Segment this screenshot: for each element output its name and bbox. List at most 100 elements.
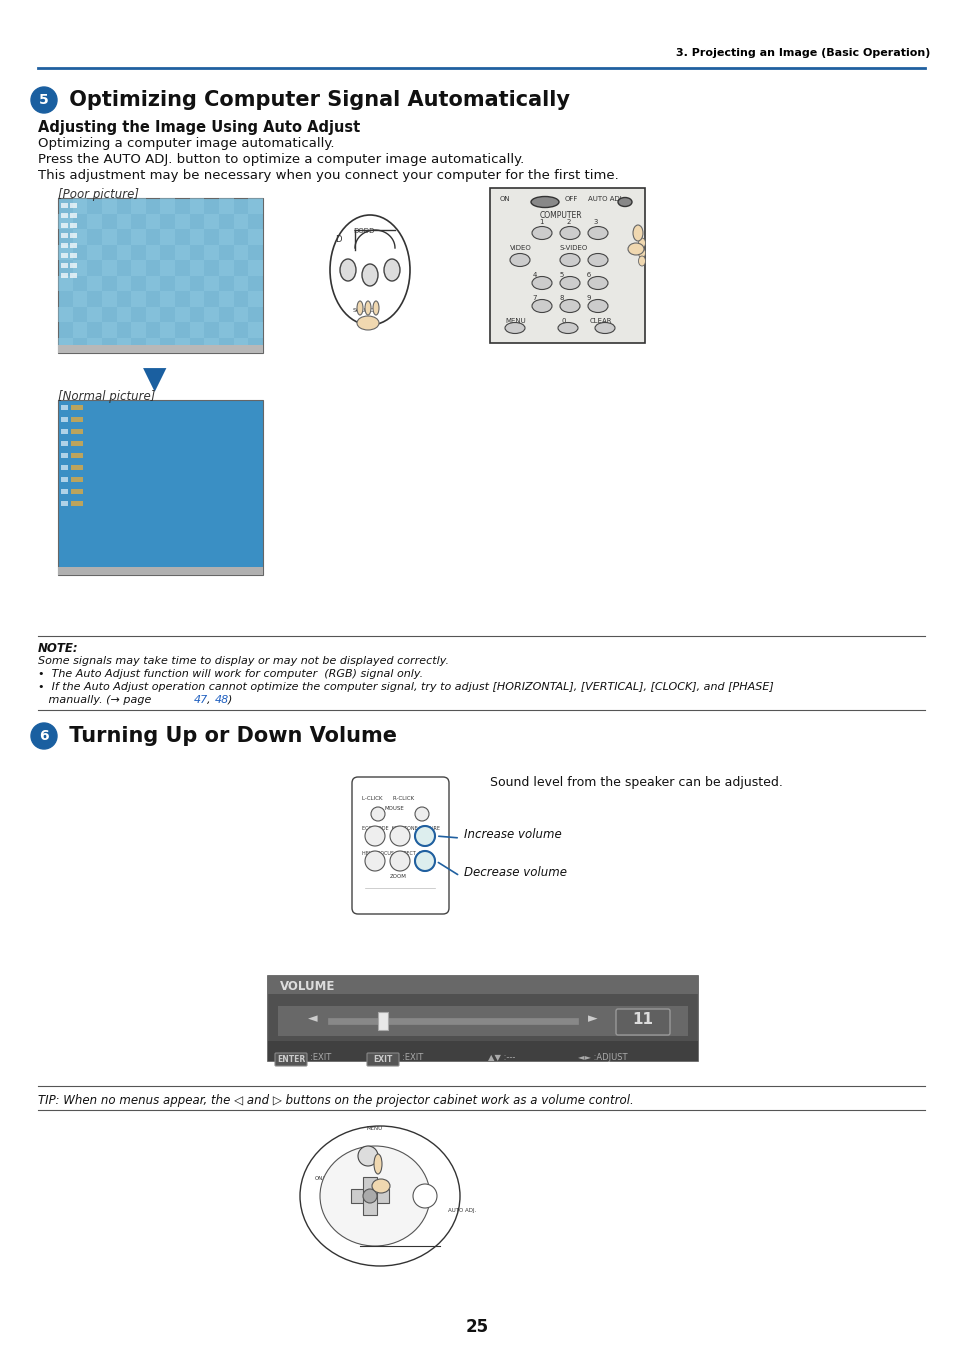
FancyBboxPatch shape	[132, 260, 146, 275]
FancyBboxPatch shape	[204, 213, 219, 229]
FancyBboxPatch shape	[160, 198, 175, 213]
FancyBboxPatch shape	[160, 260, 175, 275]
FancyBboxPatch shape	[363, 1177, 376, 1215]
FancyBboxPatch shape	[146, 306, 160, 322]
FancyBboxPatch shape	[146, 275, 160, 291]
Text: ▼: ▼	[143, 365, 167, 394]
FancyBboxPatch shape	[61, 222, 68, 228]
Circle shape	[365, 851, 385, 871]
Ellipse shape	[559, 226, 579, 240]
FancyBboxPatch shape	[61, 477, 68, 483]
Ellipse shape	[374, 1154, 381, 1174]
Text: 11: 11	[632, 1011, 653, 1026]
FancyBboxPatch shape	[116, 213, 132, 229]
Ellipse shape	[532, 276, 552, 290]
FancyBboxPatch shape	[116, 275, 132, 291]
Text: MENU: MENU	[504, 318, 525, 324]
FancyBboxPatch shape	[268, 976, 698, 993]
FancyBboxPatch shape	[72, 291, 87, 306]
FancyBboxPatch shape	[61, 243, 68, 248]
FancyBboxPatch shape	[160, 291, 175, 306]
FancyBboxPatch shape	[72, 229, 87, 244]
Circle shape	[371, 807, 385, 821]
FancyBboxPatch shape	[268, 976, 698, 1061]
FancyBboxPatch shape	[204, 275, 219, 291]
Text: [Poor picture]: [Poor picture]	[58, 187, 139, 201]
Text: ▲▼ :---: ▲▼ :---	[488, 1053, 515, 1062]
Circle shape	[363, 1189, 376, 1202]
FancyBboxPatch shape	[70, 253, 77, 257]
FancyBboxPatch shape	[58, 306, 72, 322]
FancyBboxPatch shape	[277, 1006, 687, 1037]
FancyBboxPatch shape	[61, 274, 68, 278]
FancyBboxPatch shape	[61, 501, 68, 506]
FancyBboxPatch shape	[71, 441, 83, 446]
FancyBboxPatch shape	[146, 244, 160, 260]
FancyBboxPatch shape	[175, 244, 190, 260]
FancyBboxPatch shape	[87, 337, 102, 353]
Text: HELP  FOCUS  ASPECT  VOL.: HELP FOCUS ASPECT VOL.	[361, 851, 430, 856]
FancyBboxPatch shape	[102, 291, 116, 306]
FancyBboxPatch shape	[175, 337, 190, 353]
Text: 1          2          3: 1 2 3	[539, 218, 598, 225]
Ellipse shape	[638, 256, 645, 266]
Ellipse shape	[587, 276, 607, 290]
FancyBboxPatch shape	[71, 501, 83, 506]
Ellipse shape	[595, 322, 615, 333]
FancyBboxPatch shape	[328, 1018, 578, 1024]
FancyBboxPatch shape	[190, 198, 204, 213]
Circle shape	[30, 723, 57, 749]
FancyBboxPatch shape	[70, 222, 77, 228]
FancyBboxPatch shape	[70, 263, 77, 268]
FancyBboxPatch shape	[175, 275, 190, 291]
FancyBboxPatch shape	[175, 213, 190, 229]
FancyBboxPatch shape	[58, 337, 72, 353]
FancyBboxPatch shape	[175, 306, 190, 322]
FancyBboxPatch shape	[219, 322, 233, 337]
FancyBboxPatch shape	[58, 568, 263, 576]
FancyBboxPatch shape	[58, 275, 72, 291]
Text: 25: 25	[465, 1318, 488, 1336]
FancyBboxPatch shape	[71, 453, 83, 458]
Text: ÐODÐ: ÐODÐ	[354, 228, 375, 235]
FancyBboxPatch shape	[146, 213, 160, 229]
Ellipse shape	[587, 226, 607, 240]
Ellipse shape	[330, 214, 410, 325]
FancyBboxPatch shape	[58, 244, 72, 260]
FancyBboxPatch shape	[190, 260, 204, 275]
FancyBboxPatch shape	[219, 229, 233, 244]
Text: Some signals may take time to display or may not be displayed correctly.: Some signals may take time to display or…	[38, 656, 449, 666]
FancyBboxPatch shape	[233, 244, 248, 260]
FancyBboxPatch shape	[71, 429, 83, 434]
FancyBboxPatch shape	[190, 291, 204, 306]
FancyBboxPatch shape	[248, 322, 263, 337]
FancyBboxPatch shape	[70, 274, 77, 278]
Circle shape	[390, 826, 410, 847]
Text: VOLUME: VOLUME	[280, 980, 335, 993]
Text: Increase volume: Increase volume	[463, 829, 561, 841]
Text: 4          5          6: 4 5 6	[533, 272, 591, 278]
Text: ON: ON	[499, 195, 510, 202]
FancyBboxPatch shape	[61, 213, 68, 218]
FancyBboxPatch shape	[70, 243, 77, 248]
FancyBboxPatch shape	[268, 1041, 698, 1061]
Ellipse shape	[638, 239, 645, 248]
Text: •  If the Auto Adjust operation cannot optimize the computer signal, try to adju: • If the Auto Adjust operation cannot op…	[38, 682, 773, 692]
FancyBboxPatch shape	[233, 306, 248, 322]
Ellipse shape	[356, 315, 378, 330]
Ellipse shape	[633, 225, 642, 241]
Ellipse shape	[365, 301, 371, 315]
Ellipse shape	[319, 1146, 430, 1246]
FancyBboxPatch shape	[70, 213, 77, 218]
Text: NOTE:: NOTE:	[38, 642, 78, 655]
FancyBboxPatch shape	[71, 404, 83, 410]
FancyBboxPatch shape	[71, 477, 83, 483]
Circle shape	[30, 88, 57, 113]
FancyBboxPatch shape	[61, 204, 68, 208]
FancyBboxPatch shape	[132, 198, 146, 213]
FancyBboxPatch shape	[61, 441, 68, 446]
Text: :EXIT: :EXIT	[401, 1053, 423, 1062]
FancyBboxPatch shape	[204, 244, 219, 260]
Text: ): )	[228, 696, 233, 705]
Text: S-VIDEO: S-VIDEO	[559, 245, 588, 251]
